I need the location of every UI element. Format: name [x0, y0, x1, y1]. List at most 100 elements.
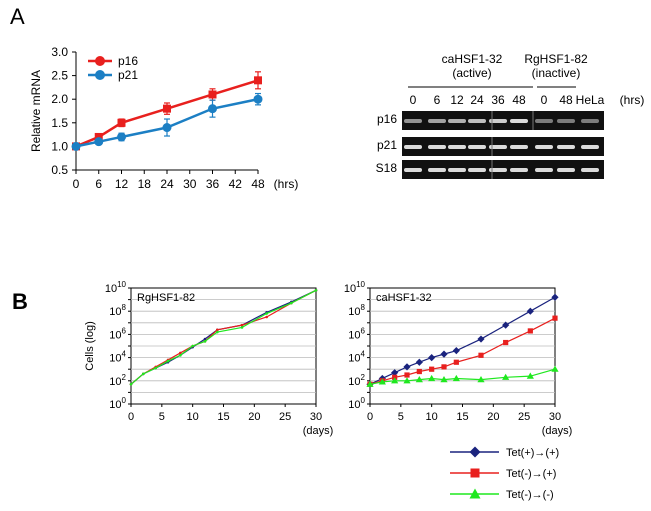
- y-tick-label: 100: [109, 396, 126, 411]
- y-tick-label: 106: [109, 326, 126, 341]
- x-tick-label: 24: [160, 177, 174, 191]
- data-point-Tet(-)→(-): [240, 326, 244, 329]
- blot-lane-label: 36: [491, 93, 505, 107]
- data-point-Tet(-)→(-): [191, 344, 194, 348]
- x-tick-label: 20: [487, 411, 499, 423]
- data-point-Tet(-)→(-): [452, 374, 460, 382]
- blot-band: [404, 168, 422, 172]
- data-point-Tet(-)→(-): [290, 301, 293, 305]
- legend-marker-p21: [95, 70, 105, 80]
- data-point-p16: [163, 104, 171, 113]
- blot-band: [489, 145, 507, 149]
- blot-row-label-p16: p16: [377, 112, 397, 126]
- y-tick-label: 102: [109, 373, 126, 388]
- x-unit: (hrs): [274, 177, 299, 191]
- y-tick-label: 1010: [344, 280, 366, 295]
- data-point-Tet(-)→(-): [477, 376, 485, 383]
- blot-band: [404, 145, 422, 149]
- western-blot-panel: caHSF1-32 (active) RgHSF1-82 (inactive) …: [376, 52, 644, 179]
- blot-lane-label: 24: [470, 93, 484, 107]
- legend-marker-p16: [95, 56, 105, 66]
- data-point-Tet(+)→(+): [502, 321, 510, 329]
- y-tick-exponent: 8: [361, 303, 366, 312]
- x-tick-label: 10: [187, 411, 199, 423]
- data-point-Tet(-)→(-): [551, 365, 559, 372]
- blot-band: [510, 168, 528, 172]
- data-point-Tet(-)→(-): [391, 377, 399, 384]
- x-tick-label: 15: [217, 411, 229, 423]
- x-tick-label: 6: [95, 177, 102, 191]
- blot-band: [535, 145, 553, 149]
- data-point-Tet(-)→(+): [478, 352, 484, 358]
- blot-row-label-S18: S18: [376, 161, 398, 175]
- data-point-Tet(-)→(+): [503, 339, 509, 346]
- legend-label: Tet(+)→(+): [506, 447, 559, 459]
- data-point-Tet(-)→(+): [265, 315, 268, 319]
- blot-band: [448, 145, 466, 149]
- data-point-Tet(-)→(-): [142, 372, 145, 376]
- y-tick-exponent: 0: [361, 396, 366, 405]
- y-tick-exponent: 6: [122, 326, 127, 335]
- data-point-p21: [117, 132, 126, 142]
- data-point-Tet(-)→(+): [429, 366, 435, 372]
- x-tick-label: 30: [549, 411, 561, 423]
- blot-group2-label: RgHSF1-82: [524, 52, 588, 66]
- y-tick-label: 2.0: [51, 92, 68, 106]
- data-point-Tet(+)→(+): [452, 347, 460, 355]
- data-point-Tet(-)→(+): [216, 328, 219, 332]
- y-tick-exponent: 10: [356, 280, 365, 289]
- blot-band: [468, 168, 486, 172]
- series-line-Tet(-)→(-): [130, 289, 317, 385]
- y-tick-label: 0.5: [51, 163, 68, 177]
- y-tick-label: 3.0: [51, 45, 68, 59]
- data-point-p21: [71, 141, 81, 151]
- y-tick-label: 1.5: [51, 116, 68, 130]
- y-tick-exponent: 4: [122, 350, 127, 359]
- y-tick-label: 106: [348, 326, 365, 341]
- data-point-p21: [253, 94, 263, 104]
- blot-group1-sub: (active): [452, 66, 491, 80]
- y-tick-label: 2.5: [51, 69, 68, 83]
- data-point-p21: [208, 104, 217, 114]
- y-tick-label: 1.0: [51, 139, 68, 153]
- blot-group1-label: caHSF1-32: [442, 52, 503, 66]
- x-tick-label: 25: [518, 411, 530, 423]
- blot-band: [535, 168, 553, 172]
- panel-b-label: B: [12, 289, 28, 314]
- blot-lane-label: 0: [410, 93, 417, 107]
- x-tick-label: 15: [456, 411, 468, 423]
- data-point-Tet(-)→(+): [552, 315, 558, 321]
- y-axis-title: Relative mRNA: [29, 70, 43, 152]
- data-point-Tet(+)→(+): [391, 369, 399, 377]
- legend-b: Tet(+)→(+) Tet(-)→(+) Tet(-)→(-): [450, 446, 559, 501]
- x-tick-label: 0: [367, 411, 373, 423]
- blot-lane-label: 0: [541, 93, 548, 107]
- y-tick-exponent: 4: [361, 350, 366, 359]
- y-tick-label: 100: [348, 396, 365, 411]
- blot-lane-label: 48: [512, 93, 526, 107]
- legend-marker: [470, 468, 480, 478]
- y-tick-label: 1010: [105, 280, 127, 295]
- x-tick-label: 20: [248, 411, 260, 423]
- blot-row-label-p21: p21: [377, 138, 397, 152]
- y-tick-exponent: 6: [361, 326, 366, 335]
- blot-band: [557, 119, 575, 123]
- blot-band: [489, 168, 507, 172]
- data-point-Tet(-)→(-): [428, 374, 436, 382]
- data-point-Tet(-)→(-): [415, 376, 423, 383]
- chart-title: caHSF1-32: [376, 292, 432, 304]
- y-tick-exponent: 8: [122, 303, 127, 312]
- data-point-Tet(+)→(+): [403, 363, 411, 371]
- data-point-Tet(-)→(-): [265, 312, 268, 315]
- blot-band: [468, 145, 486, 149]
- data-point-Tet(-)→(-): [129, 382, 133, 386]
- y-tick-exponent: 0: [122, 396, 127, 405]
- data-point-Tet(-)→(-): [179, 353, 182, 357]
- data-point-p21: [162, 123, 172, 133]
- legend-label-p16: p16: [118, 54, 138, 68]
- data-point-Tet(+)→(+): [415, 358, 423, 366]
- x-tick-label: 5: [398, 411, 404, 423]
- y-tick-label: 104: [348, 350, 365, 365]
- y-tick-exponent: 10: [117, 280, 126, 289]
